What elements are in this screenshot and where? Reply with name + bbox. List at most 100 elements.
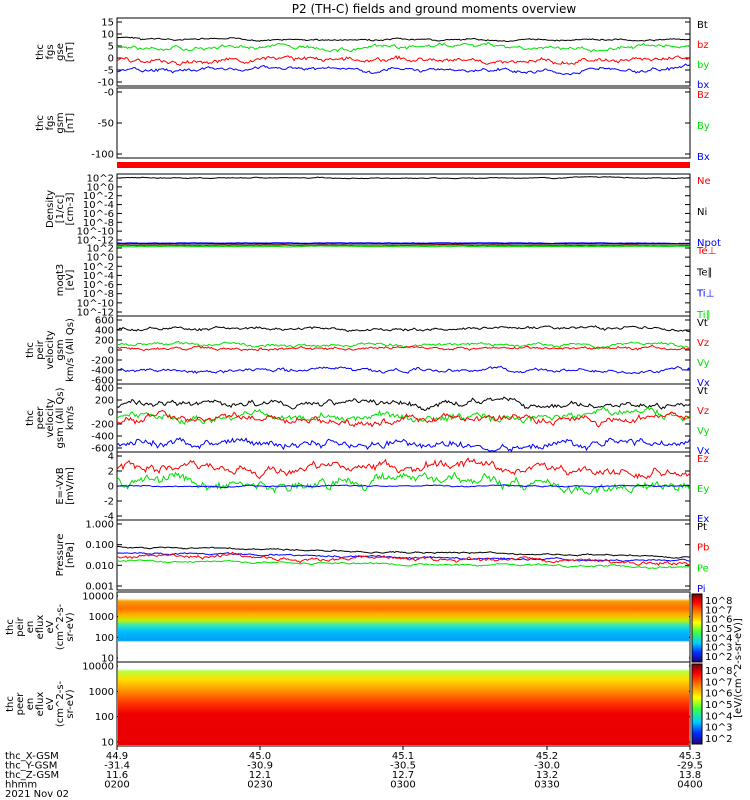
y-tick-label: -5: [104, 66, 114, 77]
y-tick-label: 10^-10: [77, 298, 114, 309]
y-axis-label: thc: [35, 115, 46, 131]
series-ez: [116, 457, 691, 480]
footer-value: 44.9: [106, 751, 128, 762]
y-tick-label: 0: [108, 482, 114, 493]
y-tick-label: 0.010: [85, 561, 114, 572]
y-axis-label: eflux: [35, 692, 46, 717]
y-axis-label: peer: [35, 406, 46, 430]
footer-value: 45.2: [536, 751, 558, 762]
series-ne: [117, 176, 691, 180]
footer-value: -30.0: [534, 761, 560, 772]
legend-ex: Ex: [697, 514, 709, 525]
y-tick-label: 10^-2: [83, 191, 114, 202]
series-bz: [116, 54, 691, 66]
y-axis-label: [eV]: [65, 270, 76, 291]
y-tick-label: 10: [101, 654, 114, 665]
y-tick-label: -600: [91, 376, 114, 387]
y-tick-label: 10^-8: [83, 289, 114, 300]
y-axis-label: gsm: [55, 339, 66, 360]
legend-vt: Vt: [697, 318, 708, 329]
y-tick-label: 400: [95, 384, 114, 395]
legend-ez: Ez: [697, 454, 709, 465]
footer-value: 45.1: [392, 751, 414, 762]
y-tick-label: -4: [104, 512, 114, 523]
footer-label: 2021 Nov 02: [5, 789, 69, 800]
footer-label: hhmm: [5, 780, 37, 791]
series-ey: [116, 471, 691, 495]
y-axis-label: velocity: [45, 330, 56, 369]
y-axis-label: km/s: [65, 406, 76, 430]
panel-efield: 4 2 0 -2 -4 E=-VxB [mV/m] Ez Ey Ex: [55, 451, 709, 525]
y-axis-label: [mV/m]: [65, 467, 76, 505]
y-axis-label: Pressure: [55, 534, 66, 577]
series-vx: [116, 365, 691, 375]
colorbar-peir: [691, 593, 703, 663]
colorbar-tick-label: 10^2: [705, 652, 732, 663]
y-axis-label: thc: [25, 410, 36, 426]
footer-label: thc_Z-GSM: [5, 770, 59, 781]
y-axis-label: gsm: [55, 112, 66, 133]
legend-vz: Vz: [697, 406, 709, 417]
y-tick-label: 100: [95, 712, 114, 723]
footer-value: 45.0: [249, 751, 271, 762]
footer-value: 0230: [247, 780, 272, 791]
legend-npot: Npot: [697, 238, 721, 249]
y-tick-label: 1.000: [85, 520, 114, 531]
y-tick-label: 2: [108, 467, 114, 478]
legend-vx: Vx: [697, 446, 710, 457]
y-axis-label: eV: [45, 697, 56, 710]
legend-vt: Vt: [697, 386, 708, 397]
y-tick-label: -2: [104, 497, 114, 508]
legend-bx: Bx: [697, 152, 710, 163]
y-axis-label: E=-VxB: [55, 467, 66, 504]
y-tick-label: 10^-6: [83, 209, 114, 220]
footer-value: -29.5: [677, 761, 703, 772]
legend-ne: Ne: [697, 176, 711, 187]
panel-pressure: 1.000 0.100 0.010 0.001 Pressure [nPa] Pt Pb Pe P…: [55, 519, 709, 595]
y-axis-label: (cm^2-s-: [55, 680, 66, 727]
y-tick-label: 10000: [82, 662, 114, 673]
y-axis-label: gse: [55, 43, 66, 61]
y-axis-label: sr-eV): [65, 612, 76, 641]
y-tick-label: 10^-10: [77, 227, 114, 238]
y-tick-label: -0: [104, 88, 114, 99]
colorbar-label: [eV/(cm^2-s-sr-eV)]: [733, 618, 744, 718]
legend-vy: Vy: [697, 358, 710, 369]
series-pt: [116, 545, 691, 559]
colorbar-tick-label: 10^2: [705, 734, 732, 745]
y-axis-label: thc: [5, 619, 16, 635]
legend-vz: Vz: [697, 338, 709, 349]
legend-ti⊥: Ti⊥: [696, 289, 714, 300]
legend-vy: Vy: [697, 426, 710, 437]
series-npot: [117, 242, 691, 245]
y-tick-label: 200: [95, 396, 114, 407]
series-te: [116, 244, 691, 247]
panel-fgs_gsm: -0 -50 -100 thc fgs gsm [nT] Bz By Bx: [35, 87, 710, 163]
y-tick-label: 10^-12: [77, 236, 114, 247]
y-axis-label: velocity: [45, 398, 56, 437]
series-vx: [116, 437, 691, 452]
y-tick-label: 1000: [89, 687, 114, 698]
y-tick-label: -400: [91, 432, 114, 443]
footer-value: 13.8: [679, 770, 701, 781]
footer-value: 12.7: [392, 770, 414, 781]
y-tick-label: 10: [101, 30, 114, 41]
legend-bz: bz: [697, 40, 709, 51]
legend-ti∥: Ti∥: [696, 310, 711, 321]
y-tick-label: -50: [98, 119, 114, 130]
y-axis-label: [1/cc]: [55, 195, 66, 224]
colorbar-tick-label: 10^3: [705, 723, 732, 734]
series-vt: [116, 325, 691, 333]
footer-value: 11.6: [106, 770, 128, 781]
y-tick-label: 15: [101, 18, 114, 29]
legend-bt: Bt: [697, 20, 708, 31]
legend-by: by: [697, 60, 709, 71]
y-tick-label: 400: [95, 326, 114, 337]
footer-value: 0300: [390, 780, 415, 791]
y-tick-label: 0.100: [85, 540, 114, 551]
y-tick-label: -600: [91, 444, 114, 455]
y-axis-label: peir: [15, 616, 26, 636]
